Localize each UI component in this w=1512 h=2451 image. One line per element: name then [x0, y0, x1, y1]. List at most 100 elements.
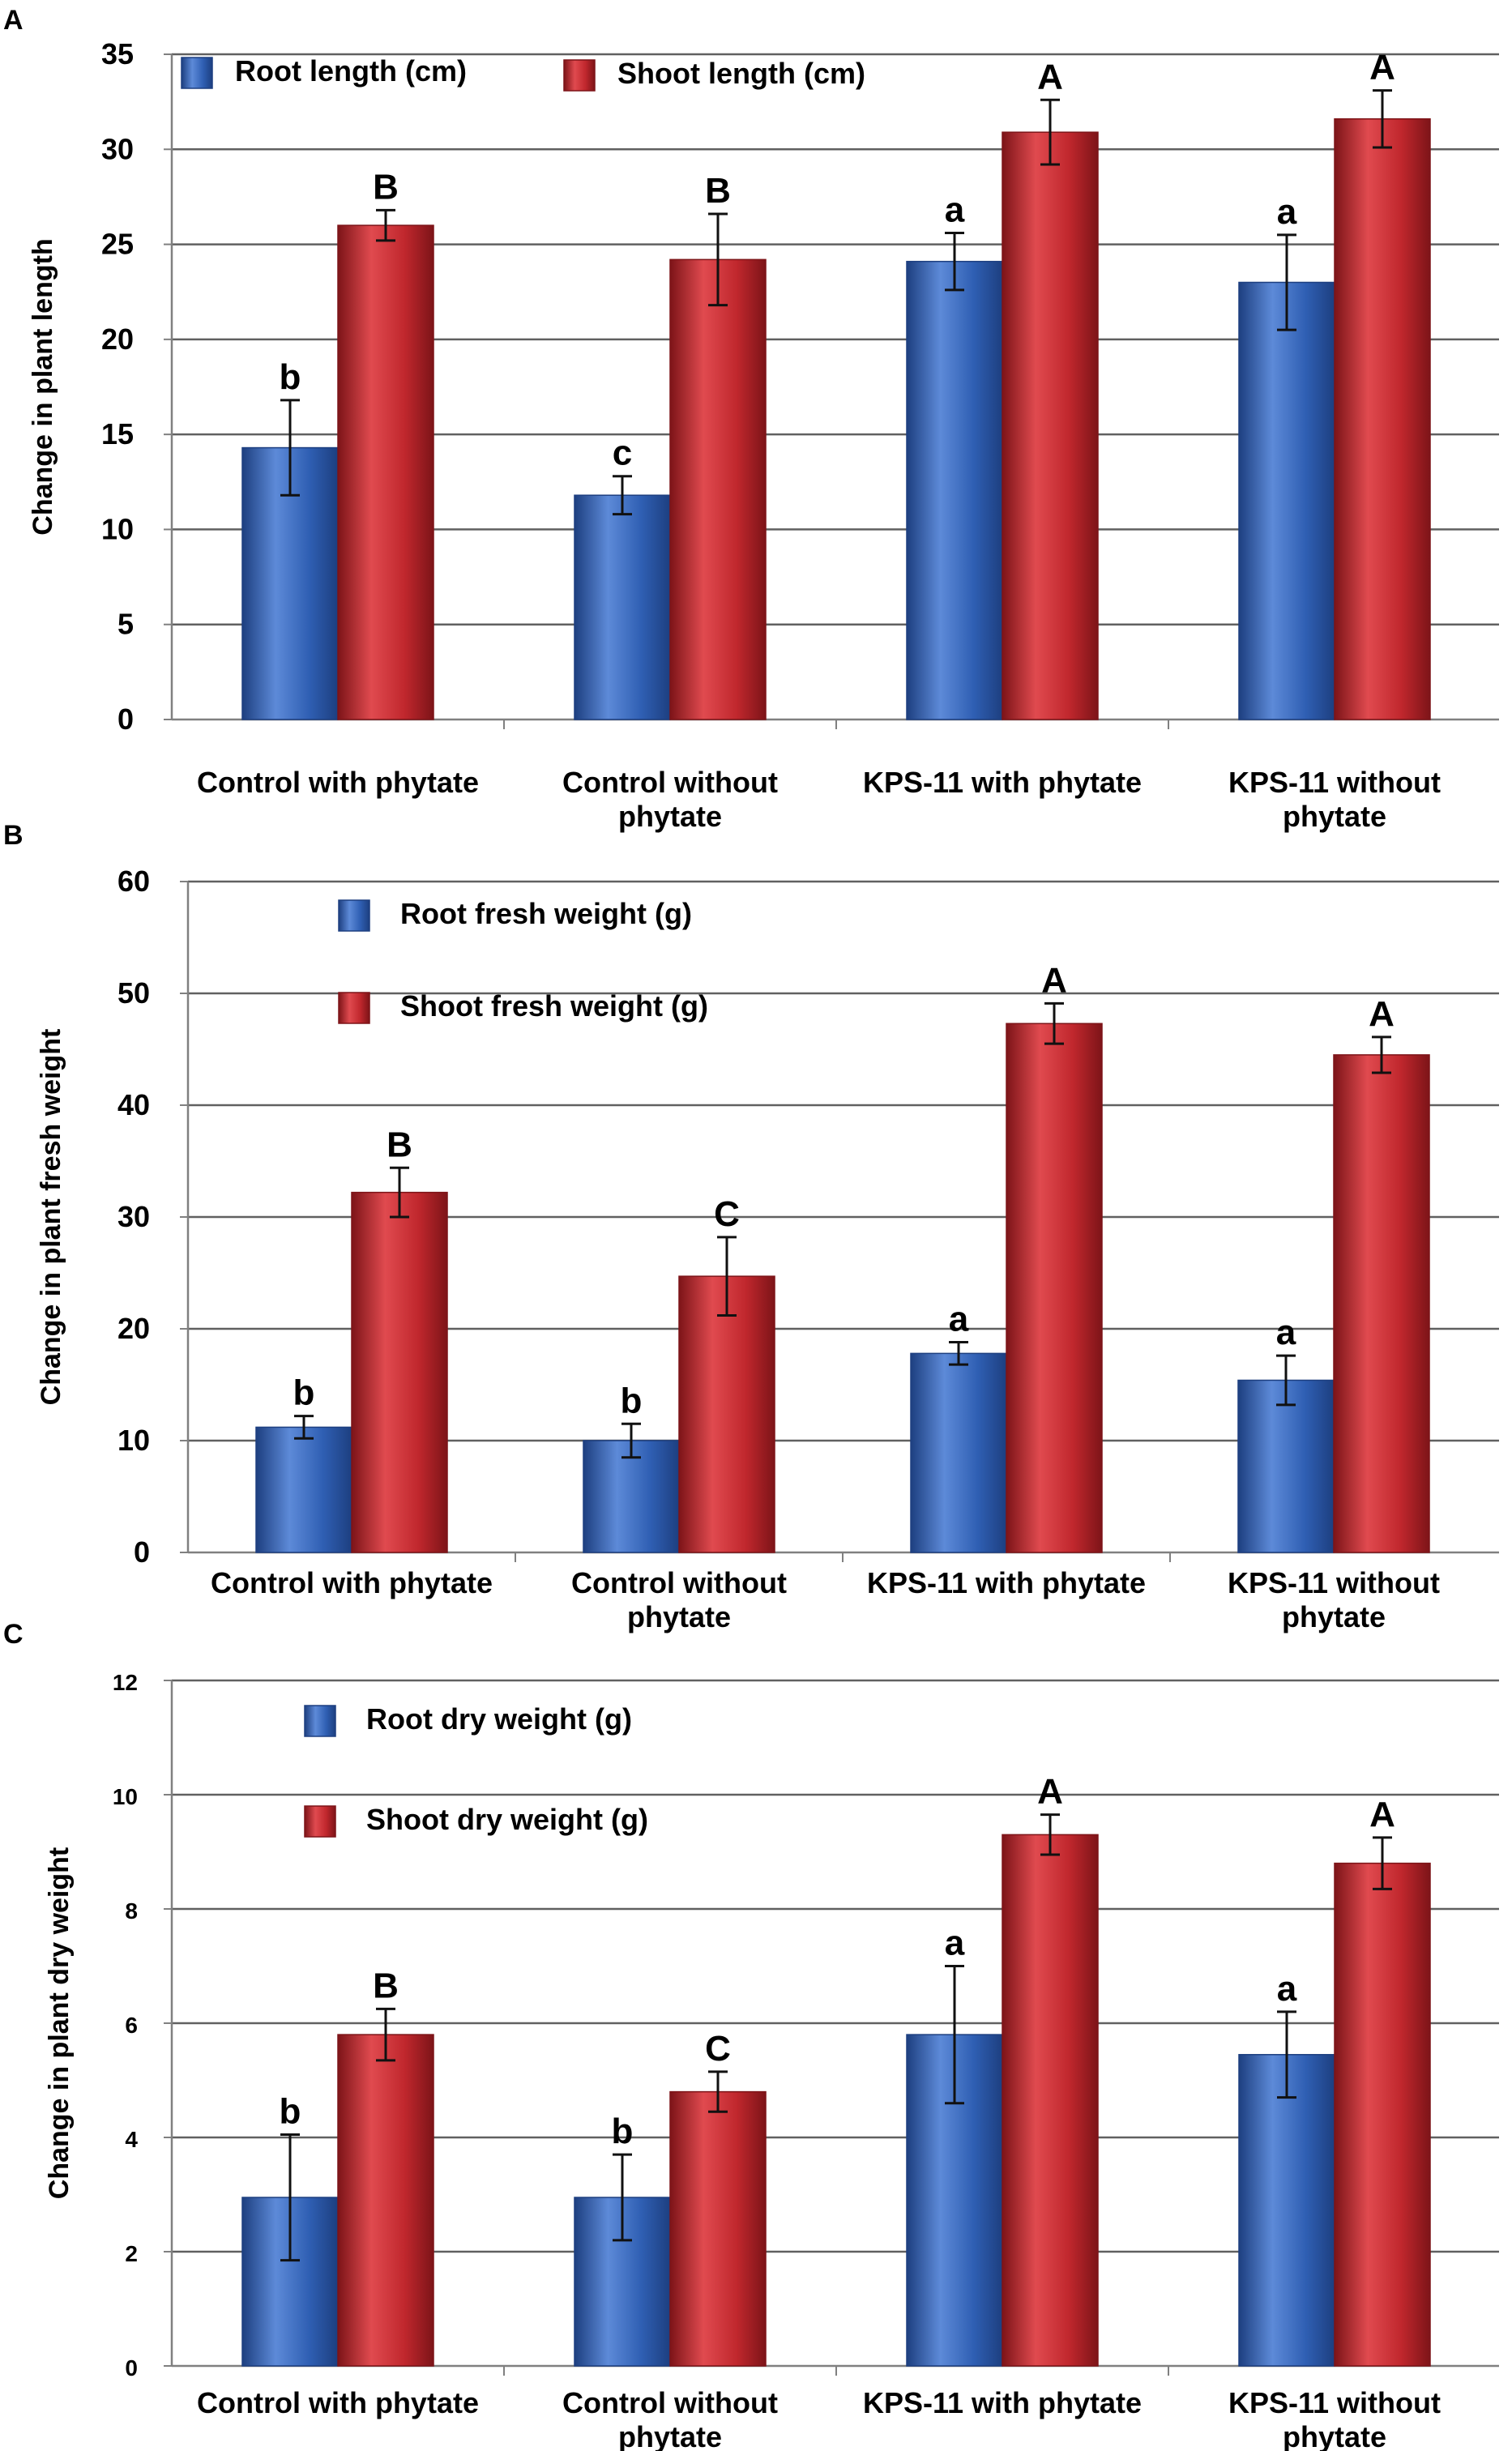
panel-label-b: B — [3, 820, 23, 851]
shoot-significance-letter-b-1: C — [714, 1194, 740, 1234]
root-significance-letter-b-1: b — [621, 1381, 643, 1420]
shoot-bar-c-3 — [1334, 1862, 1431, 2367]
root-significance-letter-b-2: a — [949, 1300, 969, 1339]
shoot-significance-letter-b-3: A — [1369, 994, 1395, 1034]
shoot-significance-letter-c-3: A — [1369, 1795, 1395, 1834]
y-tick-label-a-0: 0 — [117, 702, 134, 736]
root-bar-b-3 — [1237, 1379, 1335, 1553]
x-tick-label-a-0: Control with phytate — [197, 766, 479, 799]
root-significance-letter-a-3: a — [1277, 192, 1297, 232]
y-tick-label-c-5: 10 — [113, 1784, 138, 1809]
x-tick-label-b-0: Control with phytate — [211, 1566, 493, 1599]
y-tick-label-a-7: 35 — [101, 37, 134, 70]
x-tick-label-b-1: Control without phytate — [571, 1566, 787, 1633]
root-bar-a-2 — [906, 260, 1003, 720]
panel-label-a: A — [3, 5, 23, 36]
y-tick-label-b-0: 0 — [134, 1535, 150, 1569]
shoot-bar-c-0 — [337, 2034, 434, 2367]
root-significance-letter-c-3: a — [1277, 1969, 1297, 2009]
x-tick-label-a-3: KPS-11 without phytate — [1228, 766, 1441, 833]
shoot-bar-a-3 — [1334, 118, 1431, 720]
legend-swatch-shoot-b — [338, 992, 370, 1024]
y-tick-label-b-3: 30 — [117, 1200, 150, 1233]
y-tick-label-c-6: 12 — [113, 1670, 138, 1695]
y-tick-label-c-2: 4 — [125, 2127, 138, 2152]
root-bar-b-2 — [910, 1352, 1007, 1553]
shoot-bar-c-1 — [669, 2090, 767, 2367]
shoot-significance-letter-b-2: A — [1041, 960, 1067, 1000]
x-tick-label-b-3: KPS-11 without phytate — [1228, 1566, 1440, 1633]
legend-label-shoot-c: Shoot dry weight (g) — [366, 1803, 648, 1836]
shoot-bar-a-2 — [1002, 131, 1099, 720]
legend-swatch-shoot-c — [304, 1805, 336, 1838]
shoot-significance-letter-a-0: B — [373, 167, 399, 207]
x-tick-label-c-2: KPS-11 with phytate — [863, 2386, 1142, 2419]
y-tick-label-a-3: 15 — [101, 417, 134, 450]
shoot-significance-letter-a-1: B — [705, 171, 731, 211]
root-significance-letter-c-1: b — [612, 2112, 634, 2151]
panel-a: A 0 5 10 15 20 25 30 35 Change in plant length Co… — [3, 5, 1499, 833]
x-tick-label-b-2: KPS-11 with phytate — [867, 1566, 1146, 1599]
shoot-bar-b-2 — [1006, 1023, 1103, 1553]
shoot-significance-letter-a-3: A — [1369, 48, 1395, 88]
y-axis-label-c: Change in plant dry weight — [44, 1847, 75, 2199]
legend-swatch-root-a — [181, 57, 213, 89]
shoot-bar-a-1 — [669, 258, 767, 720]
y-tick-label-c-4: 8 — [125, 1898, 138, 1924]
panel-a-plot: 0 5 10 15 20 25 30 35 Change in plant length Cont… — [28, 37, 1499, 833]
x-tick-label-c-1: Control without phytate — [562, 2386, 778, 2451]
root-significance-letter-a-0: b — [280, 357, 301, 397]
y-tick-label-a-4: 20 — [101, 322, 134, 356]
shoot-significance-letter-c-0: B — [373, 1966, 399, 2005]
y-tick-label-a-2: 10 — [101, 512, 134, 545]
y-tick-label-a-5: 25 — [101, 228, 134, 261]
root-significance-letter-c-2: a — [945, 1924, 965, 1963]
y-tick-label-b-5: 50 — [117, 976, 150, 1010]
panel-c: C 0 2 4 6 8 10 12 Change in plant dry weight Con… — [3, 1619, 1499, 2451]
y-axis-label-b: Change in plant fresh weight — [36, 1029, 66, 1406]
y-tick-label-a-1: 5 — [117, 608, 134, 641]
legend-label-shoot-a: Shoot length (cm) — [617, 57, 865, 90]
shoot-significance-letter-a-2: A — [1037, 57, 1063, 96]
legend-swatch-root-b — [338, 899, 370, 932]
y-tick-label-c-1: 2 — [125, 2241, 138, 2266]
y-tick-label-b-4: 40 — [117, 1088, 150, 1121]
shoot-bar-a-0 — [337, 224, 434, 720]
x-tick-label-a-2: KPS-11 with phytate — [863, 766, 1142, 799]
shoot-significance-letter-b-0: B — [387, 1125, 412, 1164]
y-tick-label-b-1: 10 — [117, 1424, 150, 1457]
shoot-bar-b-3 — [1333, 1054, 1430, 1553]
y-tick-label-c-0: 0 — [125, 2355, 138, 2381]
shoot-significance-letter-c-2: A — [1037, 1772, 1063, 1812]
x-tick-label-c-0: Control with phytate — [197, 2386, 479, 2419]
legend-swatch-shoot-a — [563, 59, 596, 92]
legend-label-root-a: Root length (cm) — [235, 54, 467, 88]
legend-label-root-b: Root fresh weight (g) — [400, 897, 692, 930]
shoot-significance-letter-c-1: C — [705, 2029, 731, 2069]
y-tick-label-c-3: 6 — [125, 2013, 138, 2038]
root-bar-c-3 — [1238, 2054, 1335, 2367]
x-tick-label-c-3: KPS-11 without phytate — [1228, 2386, 1441, 2451]
y-tick-label-a-6: 30 — [101, 132, 134, 165]
root-significance-letter-a-1: c — [613, 433, 632, 473]
y-tick-label-b-6: 60 — [117, 865, 150, 898]
root-bar-a-1 — [574, 494, 671, 720]
legend-swatch-root-c — [304, 1705, 336, 1737]
legend-label-shoot-b: Shoot fresh weight (g) — [400, 989, 708, 1023]
shoot-bar-b-0 — [351, 1191, 448, 1553]
x-tick-label-a-1: Control without phytate — [562, 766, 778, 833]
panel-label-c: C — [3, 1619, 23, 1650]
panel-b: B 0 10 20 30 40 50 60 Change in plant fresh wei… — [3, 820, 1499, 1633]
root-bar-a-3 — [1238, 281, 1335, 720]
root-bar-b-1 — [583, 1440, 680, 1553]
shoot-bar-b-1 — [678, 1275, 775, 1553]
root-significance-letter-c-0: b — [280, 2091, 301, 2131]
root-significance-letter-b-0: b — [293, 1373, 315, 1413]
root-significance-letter-b-3: a — [1276, 1313, 1296, 1352]
legend-label-root-c: Root dry weight (g) — [366, 1702, 632, 1736]
root-significance-letter-a-2: a — [945, 190, 965, 229]
panel-b-plot: 0 10 20 30 40 50 60 Change in plant fresh weigh… — [36, 865, 1499, 1633]
y-tick-label-b-2: 20 — [117, 1312, 150, 1345]
panel-c-plot: 0 2 4 6 8 10 12 Change in plant dry weight Contr… — [44, 1670, 1499, 2451]
